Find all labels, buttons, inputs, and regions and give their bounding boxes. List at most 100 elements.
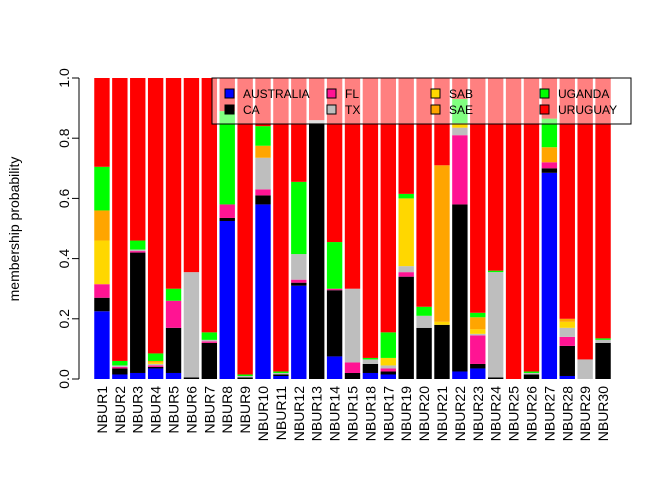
bar-segment-nbur20-uganda — [416, 306, 432, 316]
x-tick-label: NBUR20 — [416, 386, 432, 441]
bar-segment-nbur7-ca — [201, 342, 218, 379]
bar-segment-nbur2-uganda — [112, 360, 128, 366]
bar-segment-nbur12-tx — [291, 254, 307, 280]
x-tick-label: NBUR12 — [291, 386, 307, 441]
bar-segment-nbur4-sab — [147, 362, 164, 364]
bar-segment-nbur26-uruguay — [523, 78, 540, 372]
bar-segment-nbur9-uganda — [237, 374, 253, 376]
bar-segment-nbur27-sae — [541, 147, 558, 163]
x-tick-label: NBUR5 — [166, 386, 182, 434]
bar-segment-nbur22-fl — [452, 135, 468, 205]
legend-swatch-sae — [430, 104, 441, 115]
bar-segment-nbur12-uganda — [291, 181, 307, 255]
bar-segment-nbur25-uruguay — [505, 78, 522, 379]
y-tick-label: 1.0 — [56, 68, 72, 88]
bar-segment-nbur9-ca — [237, 377, 253, 379]
bar-segment-nbur28-uruguay — [559, 78, 575, 319]
bar-segment-nbur30-uruguay — [595, 78, 611, 339]
bar-segment-nbur19-fl — [398, 272, 414, 277]
bar-segment-nbur28-sae — [559, 318, 575, 322]
bar-segment-nbur17-tx — [380, 365, 396, 369]
legend-label-australia: AUSTRALIA — [243, 87, 310, 101]
x-tick-label: NBUR26 — [524, 386, 540, 441]
bar-segment-nbur11-ca — [273, 374, 289, 376]
bar-segment-nbur8-uganda — [219, 111, 235, 205]
x-axis: NBUR1 NBUR2 NBUR3 NBUR4 NBUR5 NBUR6 NBUR7 NBUR8… — [94, 386, 611, 441]
bar-segment-nbur23-sae — [470, 317, 486, 330]
legend-label-uganda: UGANDA — [558, 87, 609, 101]
bar-segment-nbur6-uruguay — [183, 78, 200, 273]
y-tick-label: 0.2 — [56, 309, 72, 329]
bar-segment-nbur1-fl — [94, 284, 110, 298]
legend-label-fl: FL — [345, 87, 359, 101]
bar-segment-nbur18-australia — [362, 372, 379, 379]
bar-segment-nbur15-fl — [344, 362, 361, 373]
bar-segment-nbur1-uruguay — [94, 78, 110, 167]
bar-segment-nbur2-ca — [112, 368, 128, 375]
bar-segment-nbur28-sab — [559, 321, 575, 328]
bar-segment-nbur26-ca — [523, 374, 540, 379]
legend-box — [211, 77, 632, 125]
bar-segment-nbur22-sab — [452, 123, 468, 128]
bar-segment-nbur17-sab — [380, 357, 396, 366]
legend: AUSTRALIA CA FL TX SAB SAE UGANDA URUGUAY — [211, 77, 632, 125]
bar-segment-nbur10-ca — [255, 195, 271, 205]
bar-segment-nbur22-ca — [452, 204, 468, 372]
bar-segment-nbur4-sae — [147, 360, 164, 363]
bar-segment-nbur8-fl — [219, 204, 235, 218]
bar-segment-nbur23-australia — [470, 368, 486, 379]
bar-segment-nbur4-ca — [147, 366, 164, 369]
legend-swatch-fl — [326, 88, 337, 99]
legend-swatch-tx — [326, 104, 337, 115]
bar-segment-nbur22-australia — [452, 371, 468, 379]
bar-segment-nbur5-australia — [165, 372, 182, 379]
bar-segment-nbur3-tx — [130, 249, 146, 252]
bar-segment-nbur5-fl — [165, 300, 182, 328]
bar-segment-nbur21-sab — [434, 321, 450, 325]
bar-segment-nbur17-uganda — [380, 332, 396, 358]
legend-label-ca: CA — [243, 103, 260, 117]
bar-segment-nbur6-tx — [183, 272, 200, 378]
bar-segment-nbur3-uruguay — [130, 78, 146, 241]
legend-swatch-ca — [224, 104, 235, 115]
bar-segment-nbur23-fl — [470, 335, 486, 364]
bar-segment-nbur29-tx — [577, 359, 593, 379]
bar-segment-nbur19-uganda — [398, 193, 414, 199]
legend-label-sab: SAB — [449, 87, 473, 101]
x-tick-label: NBUR1 — [94, 386, 110, 434]
bar-segment-nbur30-ca — [595, 342, 611, 379]
x-tick-label: NBUR28 — [559, 386, 575, 441]
y-axis: 0.0 0.2 0.4 0.6 0.8 1.0 — [56, 68, 80, 389]
bar-segment-nbur10-sae — [255, 145, 271, 158]
bar-segment-nbur19-ca — [398, 276, 414, 379]
bar-segment-nbur5-uganda — [165, 288, 182, 301]
bar-segment-nbur1-ca — [94, 297, 110, 312]
bar-segment-nbur10-fl — [255, 189, 271, 196]
x-tick-label: NBUR30 — [595, 386, 611, 441]
bar-segment-nbur23-uganda — [470, 312, 486, 318]
bar-segment-nbur15-tx — [344, 288, 361, 363]
x-tick-label: NBUR8 — [219, 386, 235, 434]
bar-segment-nbur8-ca — [219, 217, 235, 221]
bar-segment-nbur14-fl — [326, 288, 343, 291]
bar-segment-nbur26-uganda — [523, 371, 540, 373]
bar-segment-nbur7-uruguay — [201, 78, 218, 333]
bar-segment-nbur4-uruguay — [147, 78, 164, 354]
bar-segment-nbur10-australia — [255, 204, 271, 379]
bar-segment-nbur18-uganda — [362, 357, 379, 360]
y-tick-label: 0.6 — [56, 188, 72, 208]
bar-segment-nbur18-uruguay — [362, 78, 379, 358]
bar-segment-nbur3-ca — [130, 252, 146, 373]
bar-segment-nbur24-tx — [487, 272, 504, 378]
bar-segment-nbur13-ca — [309, 123, 325, 380]
bar-segment-nbur10-uganda — [255, 126, 271, 146]
bar-segment-nbur11-uruguay — [273, 78, 289, 372]
x-tick-label: NBUR10 — [255, 386, 271, 441]
bar-segment-nbur2-tx — [112, 365, 128, 367]
bar-segment-nbur2-uruguay — [112, 78, 128, 361]
y-tick-label: 0.0 — [56, 369, 72, 389]
bar-segment-nbur1-sae — [94, 210, 110, 241]
bar-segment-nbur12-ca — [291, 282, 307, 286]
